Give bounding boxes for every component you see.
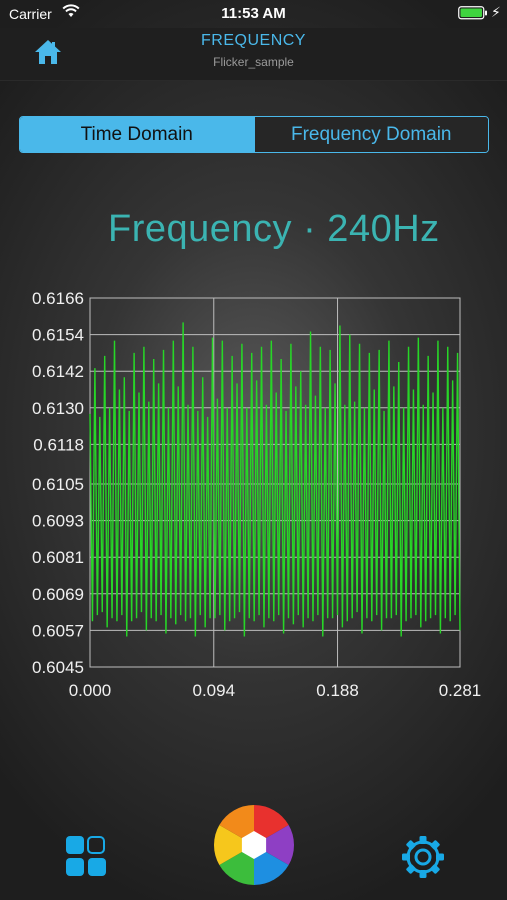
y-tick-label: 0.6045 bbox=[32, 658, 84, 677]
x-tick-label: 0.281 bbox=[439, 681, 482, 700]
bottom-toolbar bbox=[0, 790, 507, 900]
y-tick-label: 0.6166 bbox=[32, 289, 84, 308]
y-tick-label: 0.6093 bbox=[32, 512, 84, 531]
status-bar: Carrier 11:53 AM ⚡ bbox=[0, 0, 507, 28]
y-tick-label: 0.6142 bbox=[32, 362, 84, 381]
tab-frequency-domain[interactable]: Frequency Domain bbox=[253, 117, 488, 152]
signal-series-line bbox=[89, 322, 461, 637]
waveform-chart: 0.6166 0.6154 0.6142 0.6130 0.6118 0.6105 0.60… bbox=[32, 289, 482, 700]
x-tick-label: 0.000 bbox=[69, 681, 112, 700]
x-tick-label: 0.188 bbox=[316, 681, 359, 700]
y-tick-label: 0.6081 bbox=[32, 548, 84, 567]
page-title: FREQUENCY bbox=[201, 32, 306, 49]
tab-time-domain[interactable]: Time Domain bbox=[20, 117, 254, 152]
y-tick-label: 0.6130 bbox=[32, 399, 84, 418]
home-icon[interactable] bbox=[34, 39, 62, 65]
battery-icon bbox=[458, 6, 487, 20]
frequency-readout: Frequency · 240Hz bbox=[108, 208, 440, 250]
y-tick-label: 0.6069 bbox=[32, 585, 84, 604]
y-tick-label: 0.6105 bbox=[32, 475, 84, 494]
settings-gear-icon[interactable] bbox=[400, 834, 446, 880]
status-time: 11:53 AM bbox=[221, 5, 286, 22]
camera-shutter-icon[interactable] bbox=[213, 804, 295, 886]
y-tick-label: 0.6057 bbox=[32, 621, 84, 640]
wifi-icon bbox=[62, 4, 80, 17]
apps-grid-icon[interactable] bbox=[66, 836, 106, 876]
domain-segmented-control: Time Domain Frequency Domain bbox=[19, 116, 489, 153]
bolt-icon: ⚡ bbox=[491, 4, 501, 20]
carrier-label: Carrier bbox=[9, 6, 52, 22]
y-tick-label: 0.6118 bbox=[33, 435, 84, 454]
page-subtitle: Flicker_sample bbox=[213, 55, 294, 69]
x-tick-label: 0.094 bbox=[192, 681, 235, 700]
y-tick-label: 0.6154 bbox=[32, 326, 84, 345]
navigation-bar: FREQUENCY Flicker_sample bbox=[0, 28, 507, 81]
